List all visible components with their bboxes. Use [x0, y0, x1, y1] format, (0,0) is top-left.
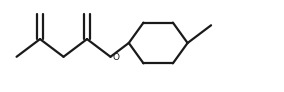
Text: O: O — [112, 53, 120, 62]
